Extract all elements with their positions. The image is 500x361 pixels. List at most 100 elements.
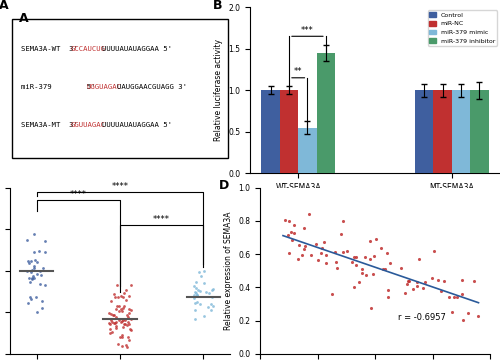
Point <box>200 268 208 274</box>
Point <box>24 268 32 274</box>
Point <box>421 279 429 285</box>
Point <box>382 251 390 256</box>
Point <box>192 299 200 305</box>
Point <box>28 269 36 274</box>
Point <box>112 323 120 329</box>
Point <box>30 249 38 255</box>
Y-axis label: Relative expression of SEMA3A: Relative expression of SEMA3A <box>224 212 232 330</box>
Point <box>115 303 123 308</box>
Point <box>404 281 411 287</box>
Point <box>124 314 132 320</box>
Point <box>119 293 127 299</box>
Point <box>344 249 351 255</box>
Point <box>29 273 37 278</box>
Point <box>413 279 421 285</box>
Point <box>110 312 118 318</box>
Point <box>112 314 120 320</box>
Point <box>339 249 347 255</box>
Point <box>190 316 198 322</box>
Point <box>384 287 392 293</box>
Point <box>445 294 453 300</box>
Point <box>106 311 114 317</box>
Point <box>32 309 40 315</box>
Text: r = -0.6957: r = -0.6957 <box>398 313 446 322</box>
Point <box>28 275 36 281</box>
Point <box>200 280 207 286</box>
Point <box>108 329 116 335</box>
Point <box>376 245 384 251</box>
Point <box>434 277 442 283</box>
Point <box>124 334 132 340</box>
Point <box>464 310 472 316</box>
Point <box>317 250 325 256</box>
Point <box>207 307 215 313</box>
Point <box>41 249 49 255</box>
Point <box>294 256 302 261</box>
Point <box>312 241 320 247</box>
Point <box>194 287 202 293</box>
Point <box>128 316 136 322</box>
Point <box>352 254 360 260</box>
Point <box>31 257 39 263</box>
Point <box>458 291 466 297</box>
Point <box>404 278 412 284</box>
Point <box>32 294 40 300</box>
Point <box>474 313 482 319</box>
Point <box>110 320 118 326</box>
Point <box>372 236 380 242</box>
Point <box>356 279 364 284</box>
Point <box>34 248 42 254</box>
Point <box>122 322 130 327</box>
Point <box>370 253 378 259</box>
Point <box>39 265 47 271</box>
Point <box>111 294 119 300</box>
Y-axis label: Relative luciferase activity: Relative luciferase activity <box>214 39 222 141</box>
Point <box>118 343 126 349</box>
Point <box>196 301 204 306</box>
Point <box>298 252 306 258</box>
Point <box>190 283 198 288</box>
Point <box>125 293 133 299</box>
Text: GGUUAGAC: GGUUAGAC <box>71 122 106 128</box>
Point <box>120 290 128 295</box>
Point <box>106 310 114 316</box>
Point <box>114 317 122 323</box>
Point <box>122 317 130 323</box>
Point <box>192 285 200 291</box>
Bar <box>415 90 434 173</box>
Point <box>409 286 417 292</box>
Text: A: A <box>0 0 8 12</box>
Point <box>191 289 199 295</box>
Point <box>404 278 412 284</box>
Point <box>322 260 330 266</box>
Point <box>450 294 458 300</box>
Point <box>113 303 121 309</box>
Point <box>190 292 198 297</box>
Point <box>420 285 428 291</box>
Point <box>120 304 128 309</box>
Point <box>107 317 115 323</box>
Point <box>412 284 420 290</box>
Point <box>305 211 313 217</box>
Point <box>320 239 328 245</box>
Text: ****: **** <box>112 182 128 191</box>
Point <box>361 254 369 260</box>
Point <box>30 231 38 236</box>
Point <box>28 267 36 273</box>
Point <box>430 248 438 254</box>
Point <box>118 319 126 325</box>
Point <box>114 342 122 347</box>
Legend: Control, miR-NC, miR-379 mimic, miR-379 inhibitor: Control, miR-NC, miR-379 mimic, miR-379 … <box>428 10 497 46</box>
Point <box>378 266 386 272</box>
Point <box>448 309 456 315</box>
Point <box>124 319 132 325</box>
Point <box>397 265 405 271</box>
Point <box>300 225 308 230</box>
Point <box>30 263 38 269</box>
Point <box>38 298 46 304</box>
Point <box>33 271 41 277</box>
Point <box>386 260 394 266</box>
Point <box>366 238 374 244</box>
Point <box>26 258 34 264</box>
Point <box>122 287 130 293</box>
